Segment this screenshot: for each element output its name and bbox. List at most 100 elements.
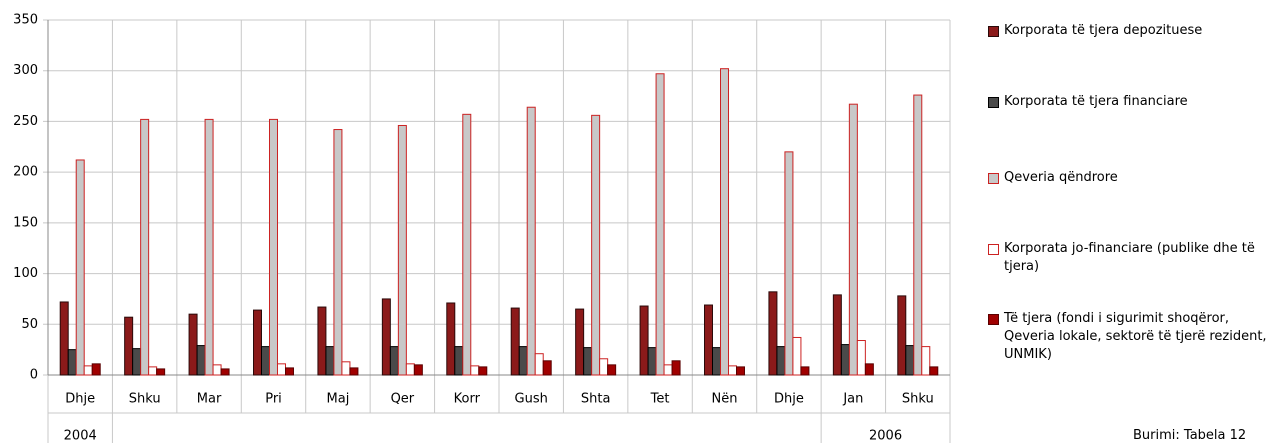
bar [470,365,480,376]
y-tick-label: 250 [13,114,38,129]
legend-label: Korporata jo-financiare (publike dhe të … [1004,241,1255,274]
legend-label: Qeveria qëndrore [1004,170,1118,185]
bar [800,366,810,376]
bar [639,305,649,376]
x-tick-label: Shta [581,392,611,407]
year-label: 2004 [64,429,97,443]
bar [720,68,729,376]
y-tick-label: 150 [13,215,38,230]
x-tick-label: Qer [391,392,415,407]
bar [840,344,850,376]
legend-entry: Të tjera (fondi i sigurimit shoqëror, Qe… [988,310,1273,364]
bar [736,366,745,376]
legend-swatch [988,173,999,184]
bar [132,348,142,376]
legend-swatch [988,244,999,255]
bar [325,346,335,376]
bar [204,118,214,376]
bar [510,307,520,376]
x-tick-label: Tet [650,392,670,407]
y-tick-label: 100 [13,266,38,281]
bar [848,103,858,376]
bar [91,363,101,376]
bar [832,294,842,376]
bar [776,346,786,376]
bar [728,365,737,376]
legend-entry: Korporata të tjera depozituese [988,22,1273,40]
bar [607,364,617,376]
bar [124,316,134,376]
bar [140,118,150,376]
bar [575,308,585,376]
bar [285,367,294,376]
x-tick-label: Dhje [65,392,95,407]
bar [542,360,552,376]
legend-label: Të tjera (fondi i sigurimit shoqëror, Qe… [1004,311,1267,362]
bar [929,366,939,376]
bar [792,336,802,376]
bar [83,365,93,376]
bar [67,349,77,376]
y-tick-label: 0 [30,368,38,383]
bar [196,345,206,376]
x-tick-label: Korr [454,392,481,407]
bar [913,94,923,376]
bar [599,358,609,376]
x-tick-label: Maj [327,392,350,407]
source: Burimi: Tabela 12 [1133,428,1247,443]
x-tick-label: Shku [902,392,934,407]
bar [647,347,657,376]
bar [253,309,262,376]
x-tick-label: Dhje [774,392,804,407]
bar [864,363,874,376]
y-tick-label: 200 [13,165,38,180]
bar [446,302,456,376]
bar [75,159,85,376]
legend-swatch [988,314,999,325]
legend-label: Korporata të tjera depozituese [1004,23,1203,38]
bar [389,346,399,376]
legend-label: Korporata të tjera financiare [1004,94,1188,109]
legend-entry: Korporata jo-financiare (publike dhe të … [988,240,1273,276]
bar [856,340,866,376]
bar [261,346,270,376]
x-tick-label: Mar [197,392,222,407]
bar [704,304,713,376]
x-tick-label: Jan [842,392,863,407]
bar [148,366,158,376]
y-tick-label: 300 [13,63,38,78]
bar [349,367,359,376]
bar [534,353,544,376]
bar [591,114,601,376]
bar [413,364,423,376]
bar [663,364,673,376]
x-tick-label: Pri [265,392,282,407]
bar [768,291,778,376]
year-label: 2006 [869,429,902,443]
bar [671,360,681,376]
bar [921,346,931,376]
bar [478,366,488,376]
y-tick-label: 350 [13,13,38,28]
x-tick-label: Shku [129,392,161,407]
bar [156,368,166,376]
bar [462,113,472,376]
bar [333,129,343,376]
x-tick-label: Gush [515,392,548,407]
bar [317,306,327,376]
legend-entry: Korporata të tjera financiare [988,93,1273,111]
bar [341,361,351,376]
bar [905,345,915,376]
bar [188,313,198,376]
bar [583,347,593,376]
bar [784,151,794,376]
x-tick-label: Nën [712,392,738,407]
bar [897,295,907,376]
bar [655,73,665,376]
bar [405,363,415,376]
bar [220,368,230,376]
legend-entry: Qeveria qëndrore [988,169,1273,187]
bar [518,346,528,376]
